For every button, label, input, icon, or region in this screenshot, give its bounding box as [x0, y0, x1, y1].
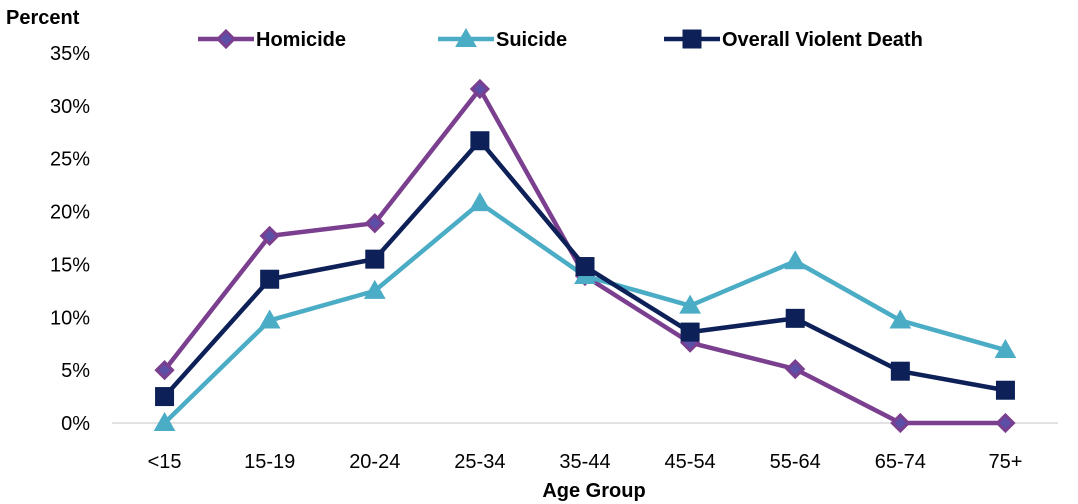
legend-label: Suicide — [496, 29, 567, 51]
data-point — [365, 249, 385, 269]
data-point — [890, 412, 911, 434]
x-tick-label: 65-74 — [875, 451, 926, 473]
data-point — [363, 279, 386, 299]
data-point — [364, 213, 385, 234]
data-point — [155, 387, 175, 407]
y-tick-label: 5% — [61, 360, 90, 382]
data-point — [260, 269, 280, 289]
data-point — [785, 308, 805, 328]
y-tick-label: 10% — [50, 307, 90, 329]
data-point — [153, 411, 176, 431]
legend-item: Overall Violent Death — [664, 29, 923, 51]
x-tick-label: 55-64 — [770, 451, 821, 473]
legend: Homicide Suicide Overall Violent Death — [198, 27, 923, 51]
legend-label: Overall Violent Death — [722, 29, 923, 51]
y-axis-ticks: 0% 5% 10% 15% 20% 25% 30% 35% — [50, 43, 90, 435]
x-tick-label: 25-34 — [454, 451, 505, 473]
x-tick-label: 15-19 — [244, 451, 295, 473]
data-point — [575, 257, 595, 277]
y-tick-label: 30% — [50, 96, 90, 118]
data-point — [890, 361, 910, 381]
data-point — [259, 225, 280, 247]
x-tick-label: 20-24 — [349, 451, 400, 473]
data-point — [785, 358, 806, 380]
series-overall-violent-death — [155, 131, 1015, 407]
x-axis-title: Age Group — [542, 480, 645, 502]
legend-marker — [682, 29, 702, 49]
data-point — [995, 380, 1015, 400]
x-tick-label: 45-54 — [665, 451, 716, 473]
data-point — [784, 250, 807, 270]
y-tick-label: 25% — [50, 149, 90, 171]
data-point — [995, 412, 1016, 434]
data-point — [889, 309, 912, 329]
data-point — [680, 322, 700, 342]
data-point — [469, 192, 491, 212]
y-tick-label: 15% — [50, 254, 90, 276]
legend-marker — [215, 28, 237, 50]
series-homicide — [154, 78, 1016, 434]
data-point — [994, 339, 1017, 359]
series-suicide — [153, 192, 1017, 431]
y-tick-label: 35% — [50, 43, 90, 65]
legend-marker — [455, 27, 477, 47]
series-group — [153, 78, 1017, 434]
data-point — [470, 131, 490, 151]
data-point — [258, 309, 281, 329]
y-axis-title: Percent — [6, 7, 80, 29]
y-tick-label: 20% — [50, 202, 90, 224]
data-point — [154, 360, 175, 381]
legend-label: Homicide — [256, 29, 346, 51]
x-tick-label: 35-44 — [559, 451, 610, 473]
data-point — [679, 294, 701, 314]
x-tick-label: <15 — [148, 451, 182, 473]
legend-item: Homicide — [198, 28, 346, 51]
data-point — [469, 78, 491, 100]
series-line — [162, 86, 1006, 426]
x-axis-ticks: <15 15-19 20-24 25-34 35-44 45-54 55-64 65-74 75… — [148, 451, 1023, 473]
legend-item: Suicide — [438, 27, 567, 51]
series-line — [162, 200, 1007, 425]
x-tick-label: 75+ — [988, 451, 1022, 473]
y-tick-label: 0% — [61, 413, 90, 435]
